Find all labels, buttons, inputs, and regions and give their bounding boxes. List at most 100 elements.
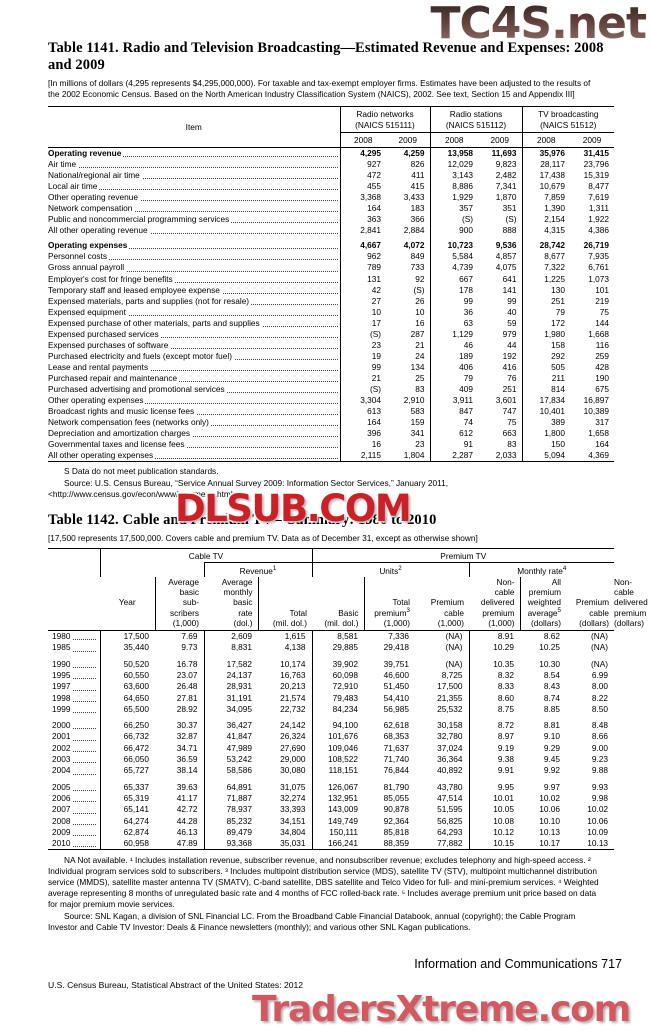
table-row: Local air time 455 415 8,886 7,341 10,679 8,47… xyxy=(48,181,614,193)
table-1142-title-text: Cable and Premium TV—Summary: 1980 to 20… xyxy=(122,512,437,529)
row-label: Lease and rental payments xyxy=(48,361,151,372)
data-cell: 10.15 xyxy=(468,838,520,850)
data-cell: 51,450 xyxy=(383,681,409,692)
data-cell: 23 xyxy=(415,439,425,450)
row-year: 2006 xyxy=(52,792,73,803)
data-cell: 2,910 xyxy=(403,395,425,406)
row-label: Personnel costs xyxy=(48,251,110,262)
leader-dots xyxy=(48,259,338,261)
column-header-line: Total xyxy=(392,597,410,608)
data-cell: 10.10 xyxy=(539,815,560,826)
data-cell: 16.78 xyxy=(176,658,198,669)
data-cell: 39,751 xyxy=(383,658,409,669)
data-cell: 74 xyxy=(429,417,478,429)
table-1142: Cable TV Premium TV Revenue1 Units2 Mont… xyxy=(48,547,648,851)
column-header-line: rate xyxy=(238,607,253,618)
group-label-line2: (NAICS 515111) xyxy=(355,119,415,130)
table-1141-note-s: S Data do not meet publication standards… xyxy=(48,466,604,477)
table-1142-title: Table 1142. Cable and Premium TV—Summary:… xyxy=(48,512,604,529)
data-cell: 83 xyxy=(507,439,517,450)
column-header-line: Average xyxy=(221,576,253,587)
leader-dots xyxy=(48,200,338,202)
table-row: Temporary staff and leased employee expe… xyxy=(48,284,614,296)
data-cell: 7,341 xyxy=(495,181,517,192)
column-header-line: Non- xyxy=(614,576,633,587)
data-cell: 36,364 xyxy=(437,754,463,765)
column-header-line: sub- xyxy=(182,597,199,608)
table-row: 2003 66,050 36.59 53,242 29,000 108,522 71,740… xyxy=(48,754,614,766)
data-cell: 134 xyxy=(410,361,425,372)
data-cell: 10.06 xyxy=(587,815,609,826)
data-cell: 21 xyxy=(415,339,425,350)
data-cell: 93,368 xyxy=(203,838,258,850)
data-cell: 159 xyxy=(410,417,425,428)
data-cell: 9.19 xyxy=(468,742,520,755)
data-cell: 2,609 xyxy=(203,630,258,643)
table-1142-corner xyxy=(48,548,100,562)
data-cell: 17,582 xyxy=(203,658,258,670)
data-cell: 9.98 xyxy=(591,792,609,803)
data-cell: 10.29 xyxy=(468,642,520,654)
data-cell: 3,433 xyxy=(403,192,425,203)
data-cell: 17 xyxy=(339,317,386,329)
data-cell: 126,067 xyxy=(311,781,364,793)
footnote-marker: 2 xyxy=(398,564,402,572)
data-cell: 16 xyxy=(415,317,425,328)
data-cell: 77,882 xyxy=(437,838,463,849)
column-header-line: (mil. dol.) xyxy=(324,617,359,628)
data-cell: 10.09 xyxy=(587,826,609,837)
data-cell: 63 xyxy=(429,317,478,329)
table-1142-number: Table 1142. xyxy=(48,512,119,529)
data-cell: 56,825 xyxy=(437,815,463,826)
data-cell: 91 xyxy=(429,439,478,451)
data-cell: 10.08 xyxy=(468,815,520,827)
row-year: 1980 xyxy=(52,631,73,642)
data-cell: 28,931 xyxy=(203,681,258,693)
data-cell: 357 xyxy=(429,203,478,215)
group-label-line2: (NAICS 51512) xyxy=(540,119,597,130)
table-1142-subgroup-monthly-rate: Monthly rate4 xyxy=(468,561,615,577)
column-header-line: monthly xyxy=(223,586,253,597)
data-cell: 68,353 xyxy=(383,731,409,742)
data-cell: 9.23 xyxy=(591,754,609,765)
data-cell: 8,725 xyxy=(441,670,463,680)
data-cell: 118,151 xyxy=(311,765,364,777)
leader-dots xyxy=(48,178,338,180)
data-cell: 44.28 xyxy=(176,815,198,826)
column-header-line: scribers xyxy=(169,607,199,618)
row-label: Purchased advertising and promotional se… xyxy=(48,383,227,394)
row-label: Depreciation and amortization charges xyxy=(48,428,193,439)
row-label: Public and noncommercial programming ser… xyxy=(48,214,232,225)
data-cell: 50,520 xyxy=(99,658,155,670)
row-label: Network compensation fees (networks only… xyxy=(48,417,211,428)
data-cell: 37,024 xyxy=(437,742,463,753)
data-cell: 22,732 xyxy=(280,703,306,714)
data-cell: 83 xyxy=(415,383,425,394)
data-cell: 31,415 xyxy=(583,148,610,158)
data-cell: 613 xyxy=(339,406,386,418)
data-cell: 31,075 xyxy=(280,781,306,792)
table-row: 1997 63,600 26.48 28,931 20,213 72,910 51,450 1… xyxy=(48,681,614,693)
row-label-cell: Other operating revenue xyxy=(48,192,340,203)
data-cell: 287 xyxy=(410,328,425,339)
data-cell: 23,796 xyxy=(583,159,610,170)
data-cell: 1,225 xyxy=(521,273,571,285)
data-cell: 36.59 xyxy=(176,754,198,765)
data-cell: 472 xyxy=(339,170,386,182)
table-1142-stub-header xyxy=(48,562,100,630)
data-cell: 92,364 xyxy=(383,815,409,826)
table-row: All other operating expenses 2,115 1,804 2,… xyxy=(48,450,615,462)
row-label: Other operating revenue xyxy=(48,192,140,203)
data-cell: 28.92 xyxy=(176,703,198,714)
table-1141-year-header: 2009 xyxy=(570,132,615,148)
leader-dots xyxy=(48,403,338,405)
data-cell: 8.91 xyxy=(468,630,520,643)
row-year-cell: 1998 xyxy=(48,692,100,704)
data-cell: 28,742 xyxy=(521,240,571,252)
data-cell: 10.13 xyxy=(587,838,609,849)
data-cell: 17,834 xyxy=(521,395,571,407)
table-row: 2010 60,958 47.89 93,368 35,031 166,241 88,359… xyxy=(48,838,615,850)
data-cell: 47,989 xyxy=(203,742,258,755)
data-cell: 292 xyxy=(521,350,571,362)
data-cell: 363 xyxy=(339,214,386,226)
